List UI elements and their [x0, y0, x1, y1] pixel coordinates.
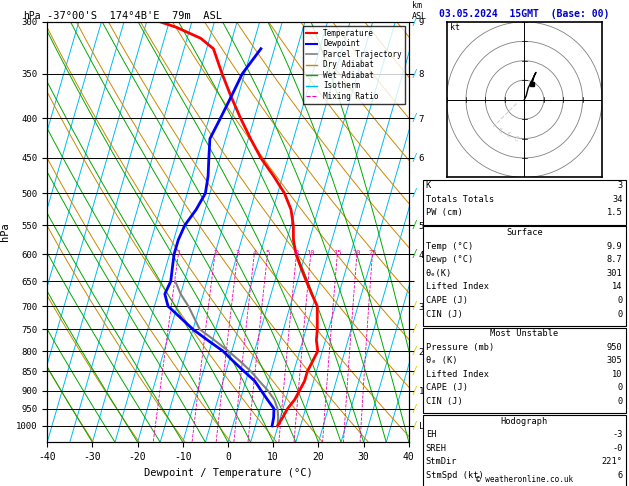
- Text: 14: 14: [612, 282, 623, 292]
- Text: hPa: hPa: [23, 11, 41, 21]
- Text: EH: EH: [426, 430, 437, 439]
- Text: -0: -0: [612, 444, 623, 453]
- Text: Surface: Surface: [506, 228, 543, 237]
- Text: PW (cm): PW (cm): [426, 208, 462, 218]
- Y-axis label: Mixing Ratio (g/kg): Mixing Ratio (g/kg): [440, 181, 448, 283]
- Text: /: /: [412, 385, 418, 396]
- Text: 1: 1: [176, 250, 181, 256]
- Text: /: /: [412, 404, 418, 414]
- Text: 221°: 221°: [602, 457, 623, 467]
- Text: 6: 6: [618, 471, 623, 480]
- Text: -37°00'S  174°4B'E  79m  ASL: -37°00'S 174°4B'E 79m ASL: [47, 11, 222, 21]
- Text: 4: 4: [252, 250, 257, 256]
- Text: θₑ (K): θₑ (K): [426, 356, 457, 365]
- Text: km
ASL: km ASL: [412, 1, 427, 21]
- Text: Dewp (°C): Dewp (°C): [426, 255, 473, 264]
- Text: 15: 15: [333, 250, 342, 256]
- Text: /: /: [412, 366, 418, 376]
- Text: /: /: [412, 188, 418, 198]
- Text: θₑ(K): θₑ(K): [426, 269, 452, 278]
- Text: 20: 20: [353, 250, 361, 256]
- Text: /: /: [412, 220, 418, 230]
- Text: /: /: [412, 153, 418, 163]
- Text: $\xi$: $\xi$: [513, 134, 520, 143]
- Text: 03.05.2024  15GMT  (Base: 00): 03.05.2024 15GMT (Base: 00): [439, 9, 610, 19]
- Text: 1.5: 1.5: [607, 208, 623, 218]
- Text: 0: 0: [618, 383, 623, 393]
- Text: K: K: [426, 181, 431, 191]
- Text: Totals Totals: Totals Totals: [426, 195, 494, 204]
- Text: /: /: [412, 113, 418, 123]
- Text: © weatheronline.co.uk: © weatheronline.co.uk: [476, 474, 573, 484]
- Text: /: /: [412, 346, 418, 356]
- Text: $\xi$: $\xi$: [498, 126, 504, 136]
- Text: Most Unstable: Most Unstable: [490, 329, 559, 338]
- Text: -3: -3: [612, 430, 623, 439]
- Text: 9.9: 9.9: [607, 242, 623, 251]
- Text: 8: 8: [294, 250, 299, 256]
- Text: CIN (J): CIN (J): [426, 310, 462, 319]
- Text: 3: 3: [236, 250, 240, 256]
- Text: /: /: [412, 249, 418, 260]
- Text: $\xi$: $\xi$: [506, 130, 512, 139]
- Text: StmDir: StmDir: [426, 457, 457, 467]
- Text: 10: 10: [612, 370, 623, 379]
- X-axis label: Dewpoint / Temperature (°C): Dewpoint / Temperature (°C): [143, 468, 313, 478]
- Text: Pressure (mb): Pressure (mb): [426, 343, 494, 352]
- Text: Lifted Index: Lifted Index: [426, 370, 489, 379]
- Text: 3: 3: [618, 181, 623, 191]
- Text: /: /: [412, 69, 418, 79]
- Text: Temp (°C): Temp (°C): [426, 242, 473, 251]
- Text: 0: 0: [618, 310, 623, 319]
- Text: /: /: [412, 17, 418, 27]
- Text: /: /: [412, 324, 418, 334]
- Text: 2: 2: [213, 250, 217, 256]
- Text: CIN (J): CIN (J): [426, 397, 462, 406]
- Text: SREH: SREH: [426, 444, 447, 453]
- Text: /: /: [412, 421, 418, 431]
- Text: 0: 0: [618, 296, 623, 305]
- Text: Lifted Index: Lifted Index: [426, 282, 489, 292]
- Text: CAPE (J): CAPE (J): [426, 383, 468, 393]
- Text: StmSpd (kt): StmSpd (kt): [426, 471, 484, 480]
- Text: 34: 34: [612, 195, 623, 204]
- Text: 0: 0: [618, 397, 623, 406]
- Text: Hodograph: Hodograph: [501, 417, 548, 426]
- Y-axis label: hPa: hPa: [1, 223, 11, 242]
- Text: 950: 950: [607, 343, 623, 352]
- Text: 8.7: 8.7: [607, 255, 623, 264]
- Text: CAPE (J): CAPE (J): [426, 296, 468, 305]
- Text: 5: 5: [265, 250, 270, 256]
- Legend: Temperature, Dewpoint, Parcel Trajectory, Dry Adiabat, Wet Adiabat, Isotherm, Mi: Temperature, Dewpoint, Parcel Trajectory…: [303, 26, 405, 104]
- Text: /: /: [412, 301, 418, 311]
- Text: 25: 25: [368, 250, 377, 256]
- Text: 301: 301: [607, 269, 623, 278]
- Text: 305: 305: [607, 356, 623, 365]
- Text: 10: 10: [306, 250, 315, 256]
- Text: kt: kt: [450, 23, 460, 32]
